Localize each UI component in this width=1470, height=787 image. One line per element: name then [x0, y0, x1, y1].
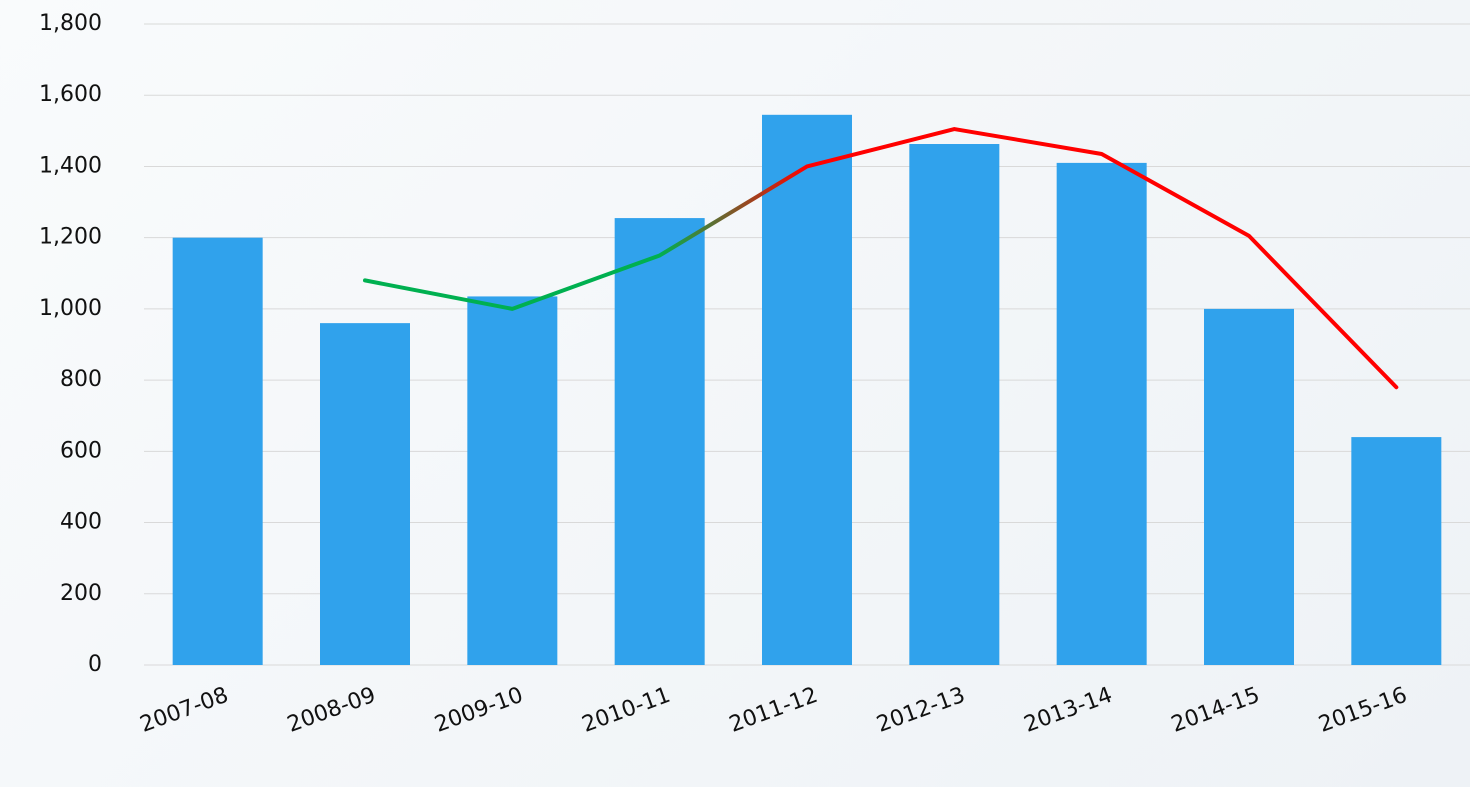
bar — [614, 218, 705, 665]
bar — [1056, 162, 1147, 665]
y-tick-label: 1,600 — [39, 82, 102, 107]
x-tick-label: 2012-13 — [874, 683, 969, 738]
line — [363, 127, 1399, 390]
bar — [762, 114, 852, 665]
y-tick-label: 0 — [88, 652, 102, 677]
x-tick-label: 2008-09 — [284, 683, 379, 738]
y-tick-label: 400 — [60, 510, 102, 535]
y-tick-label: 600 — [60, 438, 102, 463]
y-tick-label: 1,200 — [39, 225, 102, 250]
x-tick-label: 2009-10 — [432, 683, 527, 738]
bar — [1351, 437, 1442, 665]
x-tick-label: 2011-12 — [726, 683, 821, 738]
y-tick-label: 1,800 — [39, 11, 102, 36]
y-tick-label: 1,400 — [39, 153, 102, 178]
bar — [320, 323, 410, 665]
x-tick-label: 2013-14 — [1021, 683, 1116, 738]
y-tick-label: 800 — [60, 367, 102, 392]
y-tick-label: 1,000 — [39, 296, 102, 321]
x-tick-label: 2014-15 — [1168, 683, 1263, 738]
bar — [909, 144, 1000, 665]
bar — [1204, 308, 1294, 665]
y-tick-label: 200 — [60, 581, 102, 606]
x-tick-label: 2015-16 — [1316, 683, 1411, 738]
x-tick-label: 2010-11 — [579, 683, 674, 738]
bar — [467, 296, 558, 665]
x-tick-label: 2007-08 — [137, 683, 232, 738]
bar — [172, 237, 263, 665]
